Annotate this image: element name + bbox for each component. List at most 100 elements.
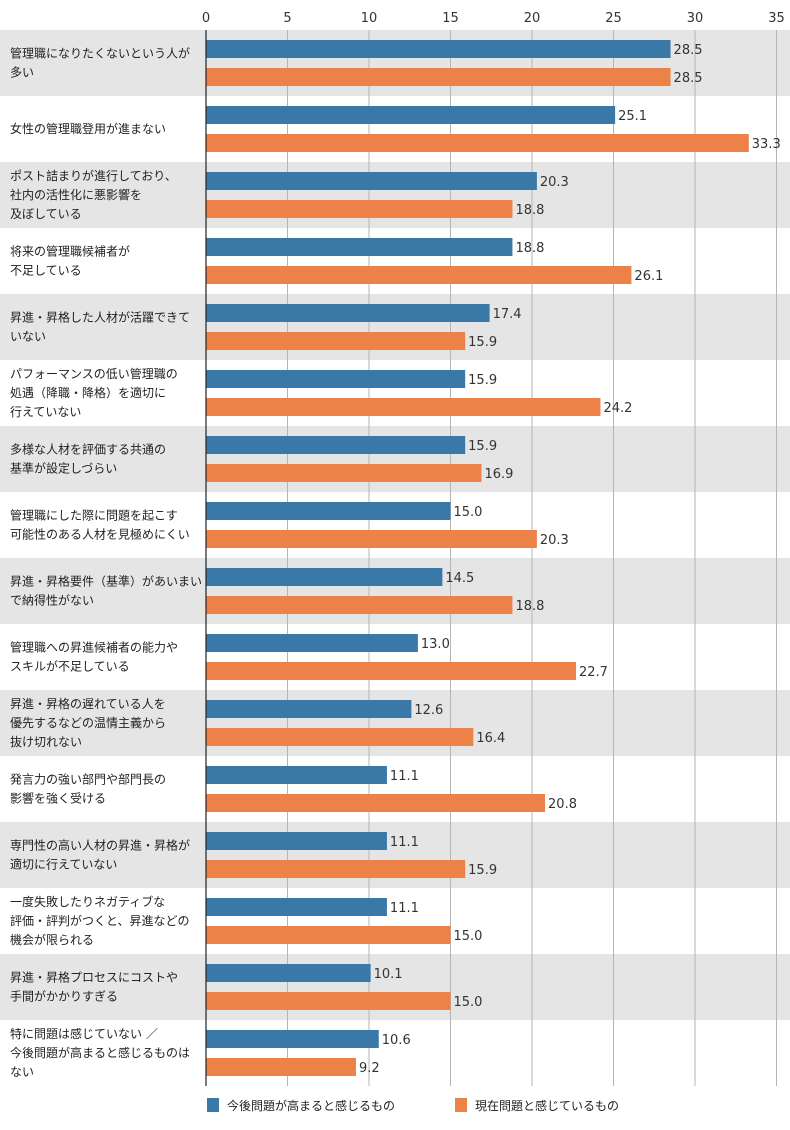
category-label: 特に問題は感じていない ／ (10, 1026, 158, 1041)
data-label: 22.7 (579, 665, 608, 680)
bar-current (206, 596, 513, 614)
row-shading (0, 30, 790, 96)
bar-current (206, 1058, 356, 1076)
bar-current (206, 860, 466, 878)
bar-current (206, 464, 482, 482)
category-label: 社内の活性化に悪影響を (10, 187, 142, 202)
data-label: 20.3 (540, 533, 569, 548)
data-label: 10.1 (374, 967, 403, 982)
bar-future (206, 436, 466, 454)
bar-current (206, 992, 451, 1010)
x-tick-label: 5 (283, 11, 291, 26)
bar-future (206, 502, 451, 520)
data-label: 18.8 (515, 599, 544, 614)
x-tick-label: 0 (202, 11, 210, 26)
x-tick-label: 30 (687, 11, 704, 26)
x-tick-label: 20 (524, 11, 541, 26)
x-tick-label: 10 (361, 11, 378, 26)
x-tick-label: 15 (442, 11, 459, 26)
data-label: 13.0 (421, 637, 450, 652)
bar-current (206, 332, 466, 350)
category-label: いない (10, 330, 46, 344)
bar-future (206, 964, 371, 982)
row-shading (0, 294, 790, 360)
data-label: 28.5 (674, 43, 703, 58)
data-label: 16.4 (476, 731, 505, 746)
category-label: 発言力の強い部門や部門長の (10, 772, 166, 787)
legend-label: 現在問題と感じているもの (475, 1098, 619, 1113)
category-label: 管理職への昇進候補者の能力や (10, 640, 178, 655)
data-label: 17.4 (493, 307, 522, 322)
bar-current (206, 68, 671, 86)
bar-current (206, 266, 632, 284)
category-label: 昇進・昇格要件（基準）があいまい (10, 574, 202, 589)
bar-current (206, 530, 537, 548)
x-tick-label: 35 (768, 11, 785, 26)
data-label: 26.1 (634, 269, 663, 284)
bar-future (206, 1030, 379, 1048)
row-shading (0, 954, 790, 1020)
data-label: 20.3 (540, 175, 569, 190)
legend-swatch-current (455, 1098, 467, 1112)
row-shading (0, 558, 790, 624)
category-label: 影響を強く受ける (10, 791, 106, 806)
bar-future (206, 370, 466, 388)
category-label: 多い (10, 66, 34, 80)
data-label: 9.2 (359, 1061, 380, 1076)
row-shading (0, 822, 790, 888)
category-label: 昇進・昇格の遅れている人を (10, 696, 166, 711)
bar-current (206, 728, 474, 746)
data-label: 15.9 (468, 335, 497, 350)
data-label: 15.9 (468, 373, 497, 388)
legend-label: 今後問題が高まると感じるもの (227, 1098, 395, 1113)
category-label: ポスト詰まりが進行しており、 (10, 168, 177, 183)
row-shading (0, 426, 790, 492)
bar-current (206, 926, 451, 944)
bar-future (206, 832, 387, 850)
data-label: 28.5 (674, 71, 703, 86)
bar-future (206, 634, 418, 652)
data-label: 18.8 (515, 241, 544, 256)
category-label: 及ぼしている (10, 207, 82, 221)
data-label: 11.1 (390, 835, 419, 850)
category-label: 行えていない (10, 405, 81, 419)
category-label: 不足している (10, 264, 82, 278)
bar-future (206, 766, 387, 784)
bar-future (206, 304, 490, 322)
data-label: 10.6 (382, 1033, 411, 1048)
category-label: 手間がかかりすぎる (10, 989, 118, 1004)
bar-future (206, 106, 616, 124)
data-label: 20.8 (548, 797, 577, 812)
data-label: 15.0 (454, 505, 483, 520)
data-label: 25.1 (618, 109, 647, 124)
data-label: 14.5 (445, 571, 474, 586)
data-label: 11.1 (390, 901, 419, 916)
data-label: 16.9 (484, 467, 513, 482)
category-label: 基準が設定しづらい (10, 461, 117, 476)
category-label: 昇進・昇格プロセスにコストや (10, 970, 178, 985)
category-label: 昇進・昇格した人材が活躍できて (10, 310, 190, 325)
category-label: 機会が限られる (10, 932, 94, 947)
category-label: 専門性の高い人材の昇進・昇格が (10, 838, 190, 853)
data-label: 33.3 (752, 137, 781, 152)
category-label: 管理職になりたくないという人が (10, 46, 190, 61)
bar-future (206, 172, 537, 190)
bar-current (206, 200, 513, 218)
category-label: 適切に行えていない (10, 857, 117, 872)
data-label: 11.1 (390, 769, 419, 784)
data-label: 18.8 (515, 203, 544, 218)
bar-current (206, 134, 749, 152)
category-label: 将来の管理職候補者が (10, 244, 130, 259)
category-label: スキルが不足している (10, 659, 130, 674)
x-tick-label: 25 (605, 11, 622, 26)
category-label: で納得性がない (10, 593, 94, 608)
category-label: 可能性のある人材を見極めにくい (10, 527, 190, 542)
category-label: 女性の管理職登用が進まない (10, 121, 166, 136)
legend-swatch-future (207, 1098, 219, 1112)
category-label: 一度失敗したりネガティブな (10, 894, 165, 909)
data-label: 15.9 (468, 863, 497, 878)
bar-current (206, 794, 546, 812)
category-label: パフォーマンスの低い管理職の (10, 366, 178, 381)
category-label: 抜け切れない (10, 735, 82, 749)
